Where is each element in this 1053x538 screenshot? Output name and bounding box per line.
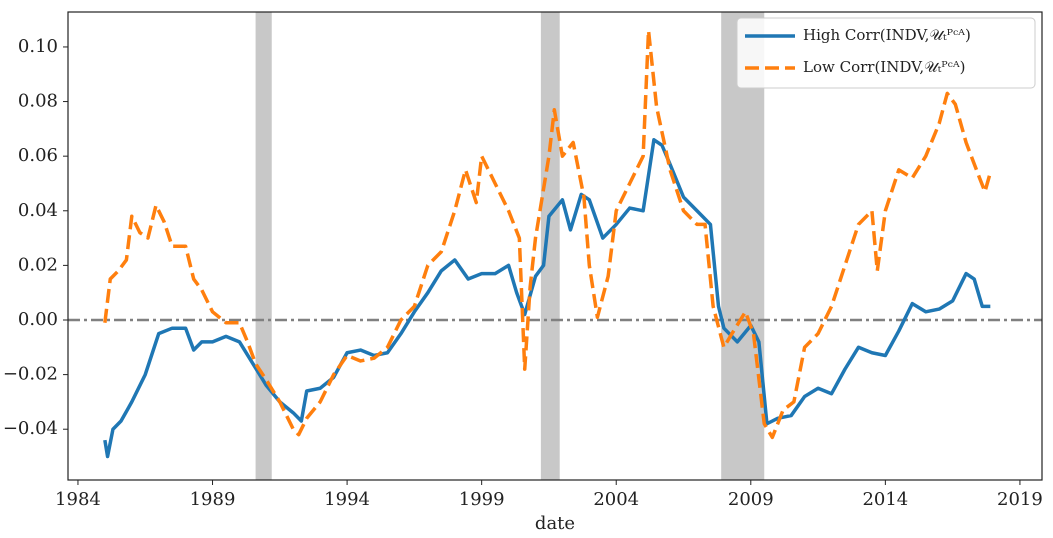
x-tick-label: 1999 — [459, 489, 505, 510]
x-tick-label: 1994 — [324, 489, 370, 510]
y-tick-label: 0.04 — [18, 200, 58, 221]
y-tick-label: 0.06 — [18, 145, 58, 166]
y-tick-label: 0.02 — [18, 254, 58, 275]
y-tick-label: 0.00 — [18, 309, 58, 330]
y-tick-label: 0.08 — [18, 91, 58, 112]
legend-label: Low Corr(INDV,𝒰ₜᴾᶜᴬ) — [803, 58, 966, 76]
legend: High Corr(INDV,𝒰ₜᴾᶜᴬ) Low Corr(INDV,𝒰ₜᴾᶜᴬ… — [736, 17, 1036, 89]
y-tick-label: −0.04 — [3, 418, 58, 439]
x-tick-label: 2014 — [862, 489, 908, 510]
legend-label: High Corr(INDV,𝒰ₜᴾᶜᴬ) — [803, 26, 971, 44]
series-line — [103, 28, 993, 440]
y-tick-label: −0.02 — [3, 364, 58, 385]
x-tick-label: 2019 — [997, 489, 1043, 510]
x-tick-label: 2009 — [728, 489, 774, 510]
plot-frame — [67, 11, 1043, 481]
shaded-period — [540, 12, 560, 480]
x-tick-label: 2004 — [593, 489, 639, 510]
y-tick-label: 0.10 — [18, 36, 58, 57]
shaded-period — [721, 12, 765, 480]
shaded-period — [255, 12, 272, 480]
x-axis-label: date — [535, 513, 575, 534]
legend-box — [736, 17, 1036, 89]
x-tick-label: 1984 — [55, 489, 101, 510]
series-line — [103, 138, 991, 459]
x-tick-label: 1989 — [190, 489, 236, 510]
